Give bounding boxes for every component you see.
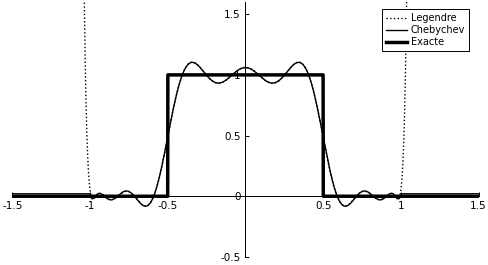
Legendre: (-0.354, 1.1): (-0.354, 1.1) [187, 61, 193, 64]
Legendre: (0.739, 0.0306): (0.739, 0.0306) [357, 191, 363, 194]
Chebychev [312, 98, 318, 101]
Legend: Legendre, Chebychev, Exacte: Legendre, Chebychev, Exacte [381, 10, 468, 51]
Line: Chebychev: Chebychev [12, 62, 478, 206]
Legendre: (0.299, 1.07): (0.299, 1.07) [288, 64, 294, 68]
Legendre: (-0.955, 0.0088): (-0.955, 0.0088) [94, 194, 100, 197]
Line: Legendre: Legendre [12, 0, 478, 206]
Exacte [187, 73, 193, 77]
Exacte [94, 195, 100, 198]
Exacte [392, 195, 398, 198]
Chebychev [288, 65, 294, 68]
Exacte [288, 73, 294, 77]
Chebychev [392, 195, 398, 198]
Chebychev [295, 61, 301, 64]
Exacte [9, 195, 15, 198]
Exacte [164, 73, 170, 77]
Legendre: (0.451, 0.797): (0.451, 0.797) [312, 98, 318, 101]
Legendre: (0.967, -0.0098): (0.967, -0.0098) [392, 196, 398, 199]
Chebychev [342, 205, 347, 208]
Chebychev [9, 192, 15, 195]
Chebychev [94, 193, 100, 196]
Legendre: (0.642, -0.0798): (0.642, -0.0798) [342, 204, 347, 207]
Chebychev [475, 192, 481, 195]
Chebychev [357, 191, 363, 194]
Line: Exacte: Exacte [12, 75, 478, 196]
Exacte [357, 195, 363, 198]
Chebychev [187, 61, 193, 64]
Exacte [312, 73, 318, 77]
Exacte [475, 195, 481, 198]
